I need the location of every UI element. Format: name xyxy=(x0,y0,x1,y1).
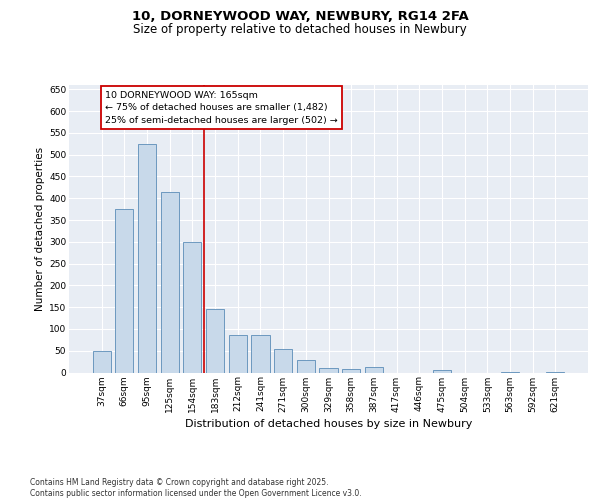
Bar xyxy=(184,242,202,372)
Bar xyxy=(161,192,179,372)
Bar xyxy=(365,368,383,372)
Bar xyxy=(251,336,269,372)
Bar xyxy=(206,310,224,372)
Bar xyxy=(342,370,360,372)
Bar xyxy=(229,336,247,372)
Text: Contains HM Land Registry data © Crown copyright and database right 2025.
Contai: Contains HM Land Registry data © Crown c… xyxy=(30,478,362,498)
X-axis label: Distribution of detached houses by size in Newbury: Distribution of detached houses by size … xyxy=(185,418,472,428)
Text: 10 DORNEYWOOD WAY: 165sqm
← 75% of detached houses are smaller (1,482)
25% of se: 10 DORNEYWOOD WAY: 165sqm ← 75% of detac… xyxy=(105,90,338,124)
Bar xyxy=(433,370,451,372)
Bar xyxy=(274,348,292,372)
Y-axis label: Number of detached properties: Number of detached properties xyxy=(35,146,45,311)
Bar xyxy=(138,144,156,372)
Bar xyxy=(115,209,133,372)
Text: 10, DORNEYWOOD WAY, NEWBURY, RG14 2FA: 10, DORNEYWOOD WAY, NEWBURY, RG14 2FA xyxy=(131,10,469,23)
Bar xyxy=(92,350,111,372)
Bar xyxy=(297,360,315,372)
Bar xyxy=(319,368,338,372)
Text: Size of property relative to detached houses in Newbury: Size of property relative to detached ho… xyxy=(133,23,467,36)
